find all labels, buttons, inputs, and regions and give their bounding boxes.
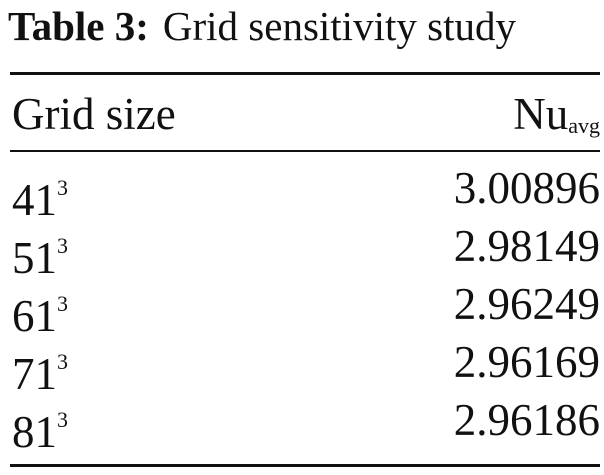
table-row: 613 2.96249 <box>10 276 600 341</box>
cell: 513 <box>12 218 68 286</box>
cell-text: Grid size <box>12 89 176 139</box>
cell: Grid size <box>12 86 176 142</box>
cell-text: 61 <box>12 291 57 341</box>
cell: 413 <box>12 160 68 228</box>
cell-text: 81 <box>12 407 57 457</box>
cell: 3.00896 <box>453 163 600 213</box>
header-rule <box>10 150 600 152</box>
cell-sup: 3 <box>57 291 68 316</box>
cell: 613 <box>12 276 68 344</box>
table-row: 413 3.00896 <box>10 160 600 225</box>
cell-text: Nu <box>513 89 569 139</box>
cell-text: 41 <box>12 175 57 225</box>
cell: 2.96169 <box>453 337 600 387</box>
cell-sub: avg <box>568 113 600 138</box>
cell: 2.96186 <box>453 395 600 445</box>
header-row: Grid size Nuavg <box>10 86 600 142</box>
cell-text: 71 <box>12 349 57 399</box>
cell: 713 <box>12 334 68 402</box>
cell-sup: 3 <box>57 349 68 374</box>
cell-sup: 3 <box>57 175 68 200</box>
table-row: 713 2.96169 <box>10 334 600 399</box>
cell: Nuavg <box>513 86 600 154</box>
top-rule <box>10 72 600 75</box>
cell-text: 51 <box>12 233 57 283</box>
cell-sup: 3 <box>57 407 68 432</box>
cell-sup: 3 <box>57 233 68 258</box>
bottom-rule <box>10 464 600 467</box>
cell: 2.98149 <box>453 221 600 271</box>
table-row: 513 2.98149 <box>10 218 600 283</box>
caption-label: Table 3: <box>8 3 149 49</box>
caption-text: Grid sensitivity study <box>162 3 516 49</box>
cell: 2.96249 <box>453 279 600 329</box>
table-row: 813 2.96186 <box>10 392 600 457</box>
cell: 813 <box>12 392 68 460</box>
caption: Table 3: Grid sensitivity study <box>8 2 516 50</box>
